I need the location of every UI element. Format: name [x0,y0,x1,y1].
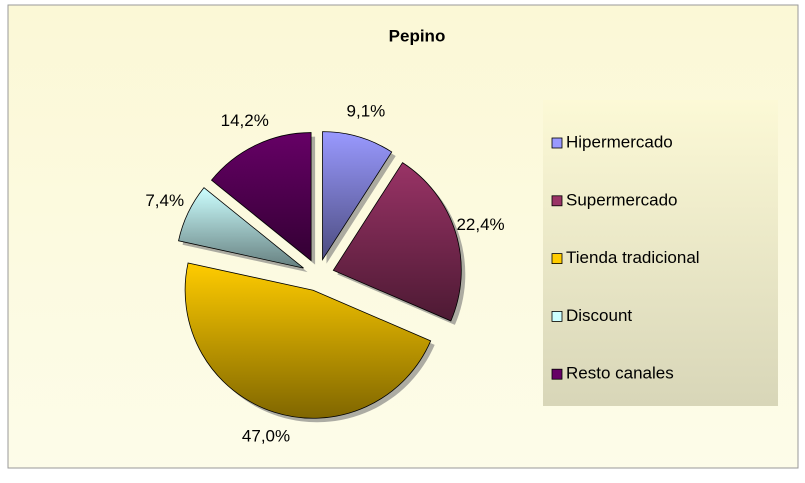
legend-swatch [551,368,563,380]
slice-shade [178,187,304,269]
legend-swatch [551,253,563,265]
slice-shade [211,132,312,261]
data-label: 47,0% [242,426,290,445]
legend-label: Tienda tradicional [566,248,700,267]
slice-shade [185,262,431,419]
legend-label: Hipermercado [566,132,673,151]
legend-swatch [551,195,563,207]
legend-swatch [551,137,563,149]
chart-title: Pepino [389,26,446,45]
legend-label: Resto canales [566,364,674,383]
legend-label: Supermercado [566,190,678,209]
legend-swatch [551,310,563,322]
slice-shade [322,131,392,260]
data-label: 7,4% [145,191,184,210]
data-label: 22,4% [456,215,504,234]
data-label: 14,2% [221,111,269,130]
legend-box [543,100,778,406]
legend-label: Discount [566,306,632,325]
data-label: 9,1% [347,101,386,120]
slice-shade [333,162,462,321]
